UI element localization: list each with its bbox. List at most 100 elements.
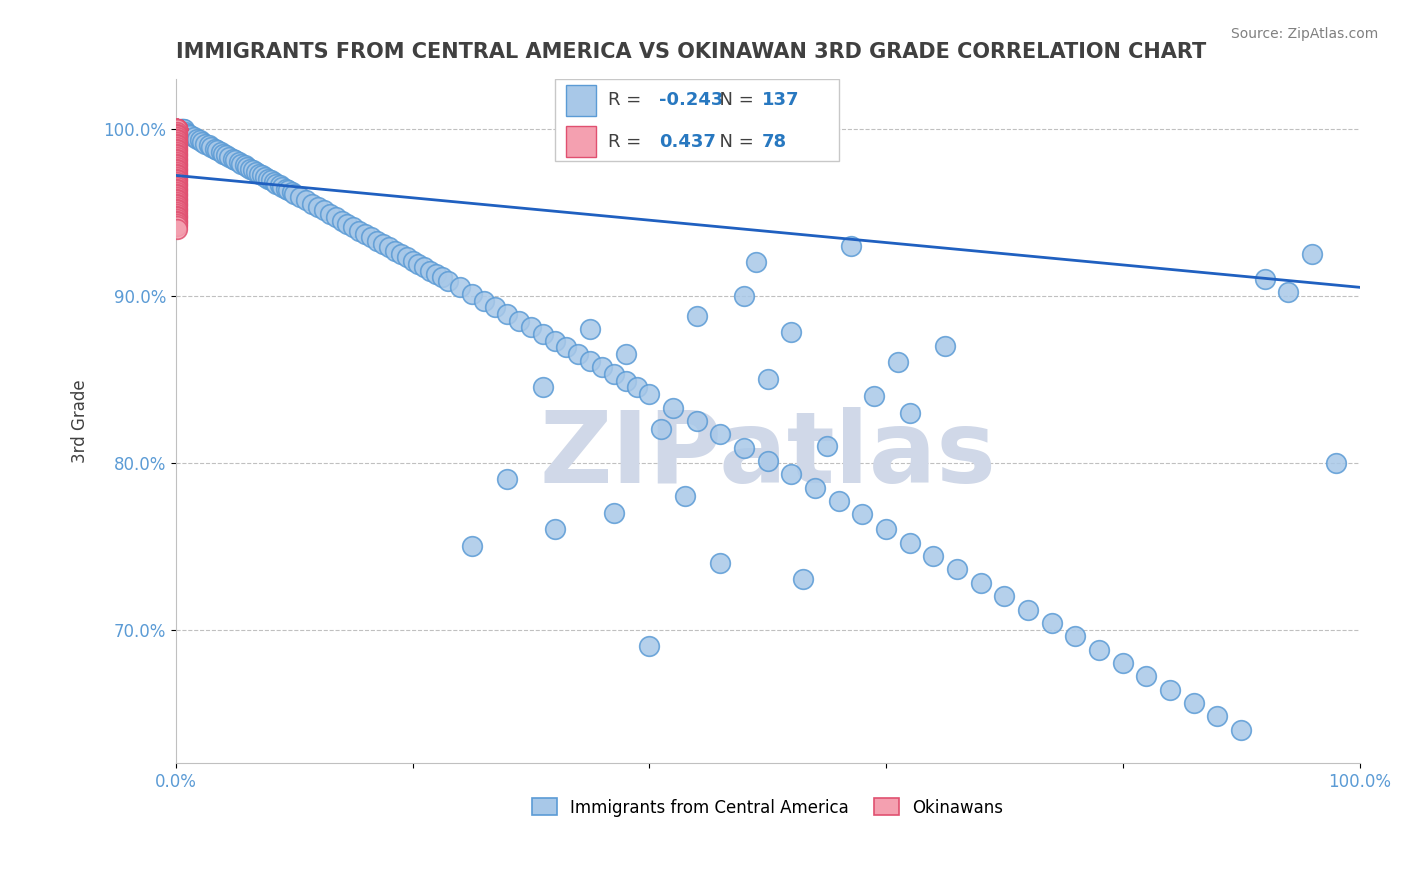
Point — [166, 121, 188, 136]
Text: R =: R = — [607, 133, 647, 151]
Point — [169, 121, 191, 136]
Point — [1040, 615, 1063, 630]
Point — [166, 133, 188, 147]
Point — [229, 157, 252, 171]
Point — [166, 210, 188, 224]
Point — [170, 121, 193, 136]
Point — [277, 184, 299, 198]
Text: -0.243: -0.243 — [659, 92, 723, 110]
Point — [166, 121, 188, 136]
Point — [247, 167, 270, 181]
Point — [166, 121, 188, 136]
Point — [198, 138, 221, 153]
Point — [336, 217, 359, 231]
Point — [166, 142, 188, 156]
Point — [166, 121, 188, 136]
Point — [780, 467, 803, 482]
Point — [626, 380, 648, 394]
Point — [1017, 602, 1039, 616]
Point — [1254, 272, 1277, 286]
Point — [638, 387, 661, 401]
Point — [828, 494, 851, 508]
Point — [186, 131, 208, 145]
Point — [166, 175, 188, 189]
Point — [839, 238, 862, 252]
Point — [863, 389, 886, 403]
Point — [354, 227, 377, 241]
Point — [614, 347, 637, 361]
Point — [214, 148, 236, 162]
Point — [166, 136, 188, 151]
Point — [166, 163, 188, 178]
Point — [360, 230, 382, 244]
Point — [166, 188, 188, 202]
Point — [366, 234, 388, 248]
Point — [166, 121, 188, 136]
Point — [425, 267, 447, 281]
Point — [166, 121, 188, 136]
Point — [709, 556, 731, 570]
Point — [166, 144, 188, 158]
Point — [496, 472, 519, 486]
Point — [567, 347, 589, 361]
Point — [166, 130, 188, 145]
Point — [307, 200, 329, 214]
Point — [166, 135, 188, 149]
Point — [166, 167, 188, 181]
Point — [166, 121, 188, 136]
Point — [167, 121, 190, 136]
Point — [166, 171, 188, 186]
Point — [166, 222, 188, 236]
Point — [312, 203, 335, 218]
Point — [224, 153, 246, 168]
Point — [614, 374, 637, 388]
Point — [245, 165, 267, 179]
Point — [166, 161, 188, 176]
Point — [555, 340, 578, 354]
Point — [934, 339, 956, 353]
Point — [166, 182, 188, 196]
Point — [419, 263, 441, 277]
Point — [325, 210, 347, 224]
Point — [166, 128, 188, 143]
Point — [183, 130, 205, 145]
Point — [733, 441, 755, 455]
Point — [236, 160, 259, 174]
Point — [200, 140, 222, 154]
Point — [166, 190, 188, 204]
Point — [173, 121, 195, 136]
Point — [166, 121, 188, 136]
Point — [166, 215, 188, 229]
Point — [508, 314, 530, 328]
Point — [579, 353, 602, 368]
Point — [271, 180, 294, 194]
Point — [650, 422, 672, 436]
Point — [166, 121, 188, 136]
Point — [269, 178, 291, 193]
Point — [174, 125, 197, 139]
Text: N =: N = — [709, 133, 761, 151]
Point — [188, 133, 211, 147]
Point — [756, 454, 779, 468]
Point — [638, 640, 661, 654]
Point — [166, 192, 188, 206]
Text: 78: 78 — [762, 133, 787, 151]
Point — [733, 288, 755, 302]
Point — [1230, 723, 1253, 737]
Point — [166, 160, 188, 174]
Point — [349, 223, 371, 237]
Point — [166, 165, 188, 179]
Point — [319, 207, 342, 221]
Point — [745, 255, 768, 269]
Point — [993, 589, 1015, 603]
Point — [166, 178, 188, 193]
Point — [166, 194, 188, 208]
Point — [179, 128, 201, 143]
Point — [204, 142, 226, 156]
Point — [212, 146, 235, 161]
Point — [166, 211, 188, 226]
Point — [395, 250, 418, 264]
Point — [430, 270, 453, 285]
Point — [1301, 247, 1323, 261]
Y-axis label: 3rd Grade: 3rd Grade — [72, 379, 89, 463]
